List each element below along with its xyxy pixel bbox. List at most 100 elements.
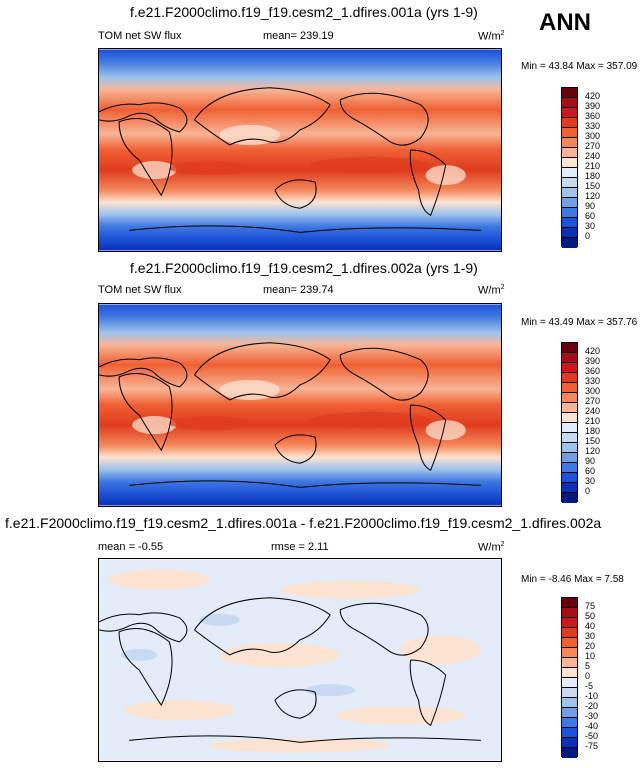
- colorbar-segment: [562, 698, 577, 708]
- colorbar-segment: [562, 118, 577, 128]
- panel1-field-fill: [99, 49, 501, 251]
- panel3-colorbar: [561, 597, 578, 758]
- colorbar-segment: [562, 98, 577, 108]
- colorbar-tick-label: 150: [585, 181, 601, 191]
- panel3-map-svg: [99, 559, 501, 761]
- colorbar-segment: [562, 363, 577, 373]
- panel3-colorbar-box: [561, 597, 578, 758]
- panel3-units: W/m2: [478, 541, 505, 554]
- panel2-map: [98, 303, 502, 507]
- panel2-field-label: TOM net SW flux: [98, 284, 182, 296]
- colorbar-segment: [562, 178, 577, 188]
- colorbar-tick-label: 120: [585, 191, 601, 201]
- colorbar-tick-label: 180: [585, 171, 601, 181]
- colorbar-tick-label: 50: [585, 611, 596, 621]
- panel2-title: f.e21.F2000climo.f19_f19.cesm2_1.dfires.…: [130, 260, 478, 276]
- panel2-coastlines: [99, 342, 481, 488]
- colorbar-segment: [562, 668, 577, 678]
- colorbar-tick-label: 210: [585, 416, 601, 426]
- colorbar-tick-label: 420: [585, 91, 601, 101]
- colorbar-tick-label: 360: [585, 366, 601, 376]
- colorbar-tick-label: 390: [585, 101, 601, 111]
- colorbar-segment: [562, 608, 577, 618]
- panel3-mean-label: mean = -0.55: [98, 541, 164, 553]
- panel2-map-svg: [99, 304, 501, 506]
- colorbar-segment: [562, 618, 577, 628]
- colorbar-tick-label: 390: [585, 356, 601, 366]
- colorbar-tick-label: 120: [585, 446, 601, 456]
- colorbar-segment: [562, 88, 577, 98]
- panel3-coastlines: [99, 597, 481, 743]
- colorbar-segment: [562, 658, 577, 668]
- colorbar-segment: [562, 108, 577, 118]
- colorbar-segment: [562, 688, 577, 698]
- colorbar-tick-label: -20: [585, 701, 599, 711]
- colorbar-segment: [562, 218, 577, 228]
- colorbar-segment: [562, 453, 577, 463]
- colorbar-tick-label: -50: [585, 731, 599, 741]
- colorbar-tick-label: 90: [585, 201, 596, 211]
- panel2-colorbar: [561, 342, 578, 503]
- colorbar-tick-label: 0: [585, 486, 591, 496]
- colorbar-tick-label: 30: [585, 221, 596, 231]
- colorbar-tick-label: 360: [585, 111, 601, 121]
- panel3-minmax: Min = -8.46 Max = 7.58: [521, 574, 624, 585]
- panel3-title: f.e21.F2000climo.f19_f19.cesm2_1.dfires.…: [5, 515, 602, 531]
- colorbar-segment: [562, 473, 577, 483]
- colorbar-segment: [562, 413, 577, 423]
- colorbar-segment: [562, 373, 577, 383]
- colorbar-segment: [562, 228, 577, 238]
- panel1-title: f.e21.F2000climo.f19_f19.cesm2_1.dfires.…: [130, 4, 478, 20]
- colorbar-tick-label: 270: [585, 141, 601, 151]
- colorbar-tick-label: 10: [585, 651, 596, 661]
- panel2-field-fill: [99, 304, 501, 506]
- panel2-units: W/m2: [478, 284, 505, 297]
- panel3-rmse-label: rmse = 2.11: [271, 541, 329, 553]
- colorbar-segment: [562, 138, 577, 148]
- colorbar-segment: [562, 423, 577, 433]
- colorbar-tick-label: 270: [585, 396, 601, 406]
- colorbar-tick-label: 180: [585, 426, 601, 436]
- colorbar-segment: [562, 463, 577, 473]
- colorbar-segment: [562, 708, 577, 718]
- colorbar-segment: [562, 238, 577, 248]
- colorbar-segment: [562, 393, 577, 403]
- colorbar-segment: [562, 748, 577, 758]
- colorbar-segment: [562, 728, 577, 738]
- colorbar-segment: [562, 353, 577, 363]
- colorbar-tick-label: 240: [585, 151, 601, 161]
- colorbar-segment: [562, 433, 577, 443]
- colorbar-segment: [562, 383, 577, 393]
- colorbar-tick-label: 300: [585, 386, 601, 396]
- colorbar-segment: [562, 718, 577, 728]
- panel2-minmax: Min = 43.49 Max = 357.76: [521, 317, 638, 328]
- panel1-minmax: Min = 43.84 Max = 357.09: [521, 61, 638, 72]
- panel1-colorbar-box: [561, 87, 578, 248]
- colorbar-segment: [562, 738, 577, 748]
- panel1-map-svg: [99, 49, 501, 251]
- panel2-colorbar-box: [561, 342, 578, 503]
- colorbar-segment: [562, 493, 577, 503]
- colorbar-tick-label: -40: [585, 721, 599, 731]
- colorbar-tick-label: 0: [585, 671, 591, 681]
- colorbar-tick-label: 210: [585, 161, 601, 171]
- colorbar-segment: [562, 208, 577, 218]
- panel1-colorbar: [561, 87, 578, 248]
- panel1-units: W/m2: [478, 30, 505, 43]
- panel1-map: [98, 48, 502, 252]
- colorbar-tick-label: 75: [585, 601, 596, 611]
- colorbar-segment: [562, 598, 577, 608]
- colorbar-tick-label: 330: [585, 121, 601, 131]
- panel1-field-label: TOM net SW flux: [98, 30, 182, 42]
- colorbar-tick-label: -5: [585, 681, 594, 691]
- colorbar-tick-label: 330: [585, 376, 601, 386]
- season-label: ANN: [539, 9, 591, 36]
- colorbar-tick-label: 30: [585, 476, 596, 486]
- colorbar-tick-label: -75: [585, 741, 599, 751]
- panel1-mean-label: mean= 239.19: [263, 30, 334, 42]
- colorbar-segment: [562, 343, 577, 353]
- colorbar-segment: [562, 148, 577, 158]
- colorbar-segment: [562, 188, 577, 198]
- colorbar-tick-label: -10: [585, 691, 599, 701]
- colorbar-tick-label: 0: [585, 231, 591, 241]
